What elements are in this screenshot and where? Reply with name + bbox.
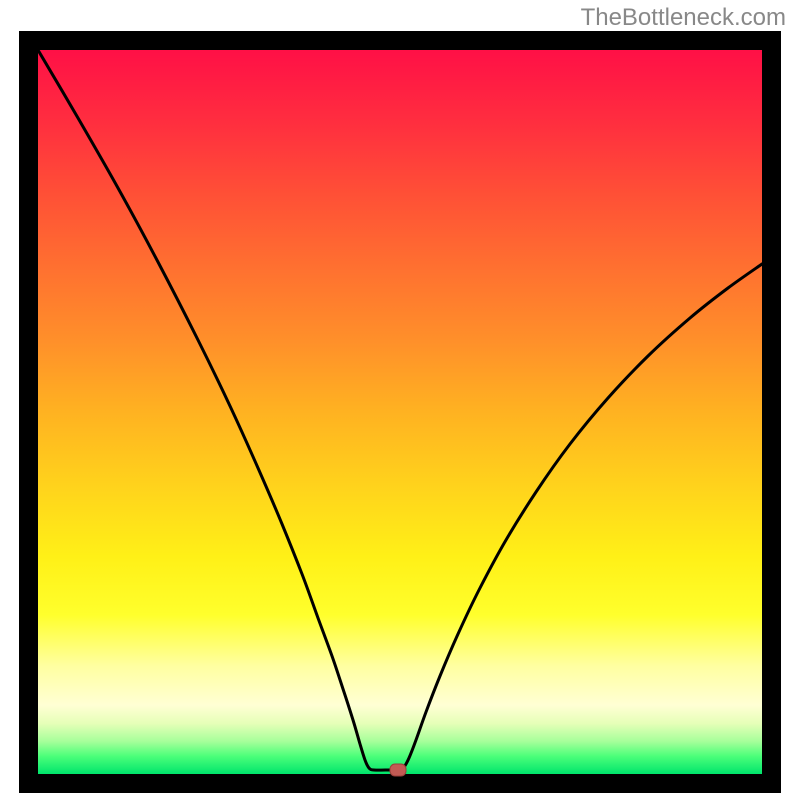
bottleneck-curve — [0, 0, 800, 800]
bottleneck-marker — [390, 764, 406, 776]
bottleneck-curve-path — [38, 50, 762, 770]
watermark-text: TheBottleneck.com — [581, 4, 786, 32]
